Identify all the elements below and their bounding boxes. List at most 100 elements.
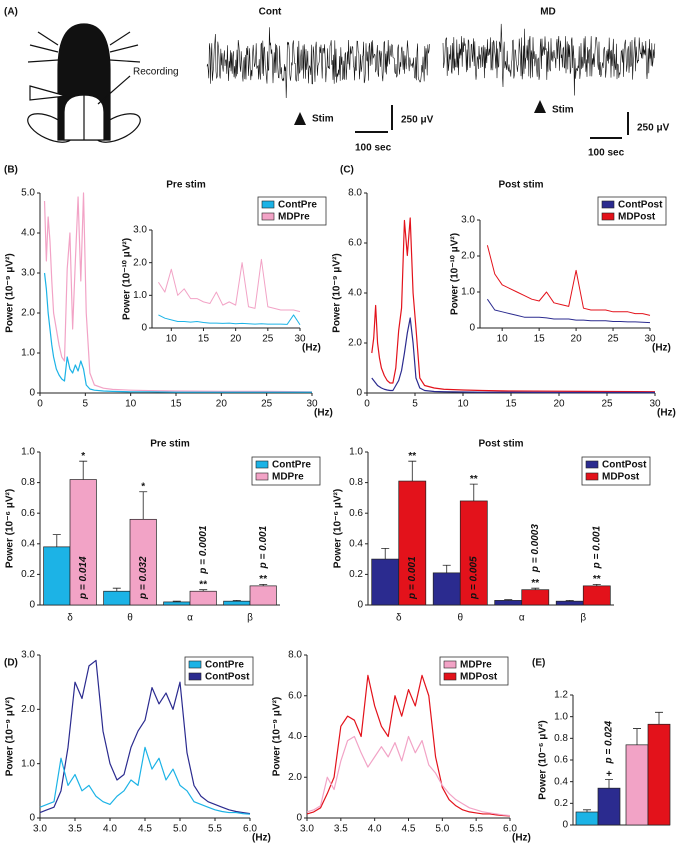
y-tick-label: 0 (562, 820, 568, 831)
y-axis-label: Power (10⁻⁹ μV²) (272, 697, 283, 777)
spectrum-line (306, 674, 511, 817)
y-tick-label: 4.0 (21, 228, 35, 239)
x-tick-label: 6.0 (243, 824, 257, 835)
significance-mark: ** (199, 579, 207, 590)
x-tick-label: 3.0 (300, 824, 314, 835)
stim-arrow (534, 100, 546, 113)
spectrum-line (158, 258, 301, 313)
y-tick-label: 0.8 (21, 477, 35, 488)
legend-swatch (261, 212, 275, 221)
x-tick-label: 30 (306, 399, 318, 410)
y-tick-label: 0 (356, 388, 362, 399)
y-axis-label: Power (10⁻⁹ μV²) (5, 697, 16, 777)
p-value-label: p = 0.014 (78, 556, 89, 600)
x-tick-label: 20 (553, 399, 565, 410)
error-bar (172, 600, 181, 602)
y-tick-label: 3.0 (21, 650, 35, 661)
x-tick-label: θ (127, 613, 133, 624)
y-tick-label: 0.4 (21, 538, 35, 549)
bar (371, 558, 400, 606)
y-tick-label: 8.0 (348, 188, 362, 199)
p-value-label: p = 0.001 (591, 525, 602, 569)
error-bar (139, 491, 148, 520)
chart-title: Pre stim (150, 439, 190, 450)
x-unit-label: (Hz) (314, 408, 333, 419)
spectrum-line (371, 217, 656, 393)
stim-arrow (294, 112, 306, 125)
bar (69, 479, 97, 606)
spectrum-line (371, 317, 655, 394)
eeg-trace-line (206, 27, 430, 99)
x-tick-label: 25 (607, 334, 619, 345)
x-tick-label: 3.5 (334, 824, 348, 835)
error-bar (408, 460, 417, 482)
y-axis-label: Power (10⁻¹⁰ μV²) (450, 233, 461, 315)
y-axis-label: Power (10⁻⁶ μV²) (538, 720, 549, 799)
bar (647, 723, 671, 826)
x-tick-label: 30 (649, 399, 661, 410)
y-tick-label: 2.0 (133, 257, 147, 268)
x-tick-label: 10 (166, 334, 178, 345)
y-tick-label: 0 (29, 388, 35, 399)
error-bar (199, 589, 208, 592)
x-unit-label: (Hz) (252, 833, 271, 844)
x-tick-label: 30 (644, 334, 656, 345)
y-tick-label: 2.0 (288, 772, 302, 783)
chart-title: Post stim (498, 180, 543, 191)
bar (597, 787, 621, 826)
eeg-trace (442, 23, 656, 96)
significance-mark: ** (531, 578, 539, 589)
x-tick-label: 10 (457, 399, 469, 410)
legend-label: MDPre (460, 660, 492, 671)
x-tick-label: 10 (125, 399, 137, 410)
error-bar (469, 483, 478, 501)
y-tick-label: 5.0 (21, 188, 35, 199)
bar (43, 546, 71, 606)
p-value-label: p = 0.001 (407, 556, 418, 600)
stim-label: Stim (312, 114, 334, 125)
x-tick-label: 15 (505, 399, 517, 410)
error-bar (655, 711, 663, 725)
eeg-trace-line (442, 23, 656, 96)
y-tick-label: 0 (296, 813, 302, 824)
x-tick-label: 4.5 (138, 824, 152, 835)
x-tick-label: 5.0 (435, 824, 449, 835)
significance-mark: ** (259, 574, 267, 585)
y-tick-label: 6.0 (288, 690, 302, 701)
x-unit-label: (Hz) (652, 343, 671, 354)
p-value-label: p = 0.032 (138, 556, 149, 600)
legend-label: MDPost (618, 212, 656, 223)
y-tick-label: 6.0 (348, 238, 362, 249)
y-tick-label: 0.6 (554, 755, 568, 766)
significance-mark: * (81, 451, 85, 462)
x-tick-label: 20 (230, 334, 242, 345)
p-value-label: p = 0.005 (468, 556, 479, 600)
bar (189, 590, 217, 606)
y-axis-label: Power (10⁻¹⁰ μV²) (122, 238, 133, 320)
y-tick-label: 0 (141, 323, 147, 334)
legend-swatch (585, 460, 599, 469)
p-value-label: p = 0.0001 (198, 525, 209, 575)
bar (555, 600, 584, 606)
x-tick-label: θ (457, 613, 463, 624)
x-tick-label: 15 (198, 334, 210, 345)
x-tick-label: β (580, 613, 586, 624)
y-axis-label: Power (10⁻⁹ μV²) (5, 253, 16, 333)
y-tick-label: 4.0 (288, 731, 302, 742)
x-tick-label: 5.0 (173, 824, 187, 835)
x-tick-label: 5 (83, 399, 89, 410)
x-tick-label: 25 (262, 334, 274, 345)
y-tick-label: 0.6 (349, 508, 363, 519)
bar (223, 600, 251, 606)
x-tick-label: δ (67, 613, 73, 624)
legend-label: MDPost (460, 672, 498, 683)
legend-label: ContPost (205, 672, 250, 683)
y-tick-label: 0.8 (349, 477, 363, 488)
x-tick-label: α (187, 613, 193, 624)
bar (398, 480, 427, 606)
spectrum-line (486, 245, 651, 316)
y-tick-label: 0.4 (349, 538, 363, 549)
spectrum-line (158, 314, 301, 326)
x-tick-label: β (247, 613, 253, 624)
